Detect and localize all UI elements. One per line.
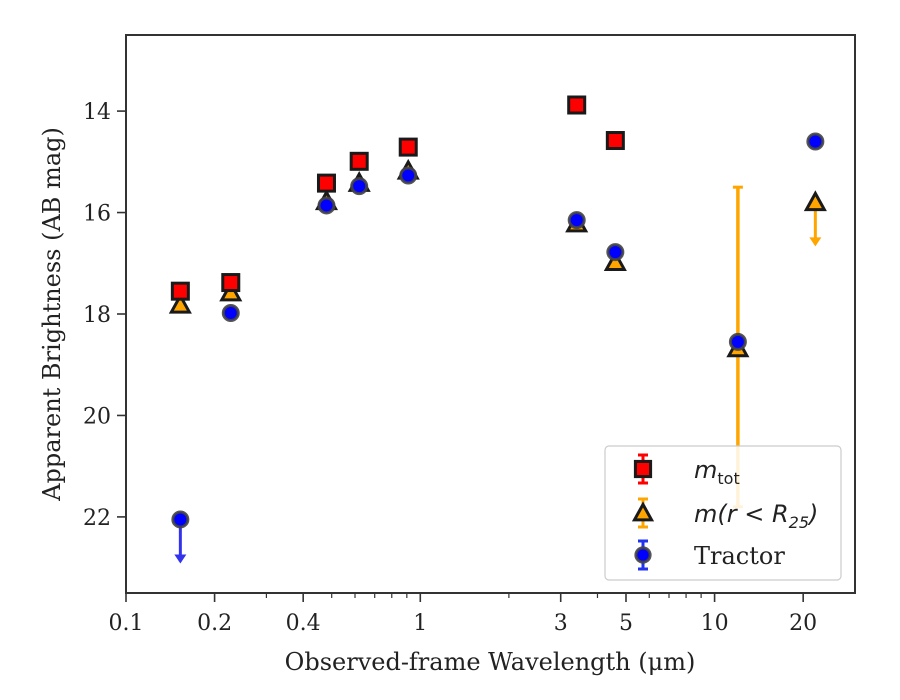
square-point [567, 95, 587, 115]
legend-label: m(r < R25) [694, 500, 818, 532]
square-point [398, 137, 418, 157]
legend-circle-marker [634, 546, 652, 564]
circle-point [221, 303, 240, 322]
series-square [170, 95, 625, 301]
legend-label-main: m(r < R [694, 500, 789, 528]
circle-point [317, 196, 336, 215]
triangle-point [168, 292, 192, 314]
legend-triangle-marker [631, 501, 655, 522]
circle-point [567, 211, 586, 230]
legend-label: Tractor [694, 542, 785, 570]
circle-point [350, 177, 369, 196]
circle-point-arrow-head [174, 554, 187, 564]
series-circle [171, 132, 825, 564]
circle-point [171, 510, 190, 529]
y-axis-label: Apparent Brightness (AB mag) [38, 127, 66, 502]
legend-label-main: Tractor [694, 542, 785, 570]
circle-point [728, 332, 747, 351]
square-point [170, 281, 190, 301]
y-tick-label: 14 [83, 100, 111, 125]
x-axis-label: Observed-frame Wavelength (μm) [285, 648, 696, 676]
legend-label-main: m [694, 456, 717, 484]
triangle-point-arrow-head [809, 237, 822, 247]
triangle-point [603, 250, 627, 271]
square-point [221, 273, 241, 293]
legend-label: mtot [694, 456, 740, 488]
x-tick-label: 0.1 [109, 611, 144, 636]
legend-box [604, 445, 842, 581]
y-tick-label: 18 [83, 303, 111, 328]
x-axis: 0.1 0.2 0.4 1 3 5 10 20 [109, 593, 817, 636]
x-tick-label: 1 [413, 611, 427, 636]
legend: mtot m(r < R25) Tractor [604, 445, 842, 581]
legend-label-sub: 25 [789, 513, 809, 532]
x-tick-label: 5 [619, 611, 633, 636]
circle-point [606, 243, 625, 262]
circle-point [806, 132, 825, 151]
x-tick-label: 3 [554, 611, 568, 636]
triangle-point [803, 190, 827, 212]
plot-marks [168, 95, 827, 564]
x-tick-label: 10 [701, 611, 729, 636]
legend-square-marker [633, 459, 653, 479]
square-point [605, 131, 625, 151]
y-tick-label: 20 [83, 404, 111, 429]
square-point [349, 151, 369, 171]
y-tick-label: 22 [83, 506, 111, 531]
y-tick-label: 16 [83, 202, 111, 227]
y-axis: 14 16 18 20 22 [83, 100, 126, 531]
legend-label-end: ) [807, 500, 818, 528]
legend-label-sub: tot [717, 469, 739, 488]
circle-point [399, 166, 418, 185]
x-tick-label: 0.2 [197, 611, 232, 636]
x-tick-label: 20 [789, 611, 817, 636]
x-tick-label: 0.4 [286, 611, 321, 636]
square-point [316, 173, 336, 193]
